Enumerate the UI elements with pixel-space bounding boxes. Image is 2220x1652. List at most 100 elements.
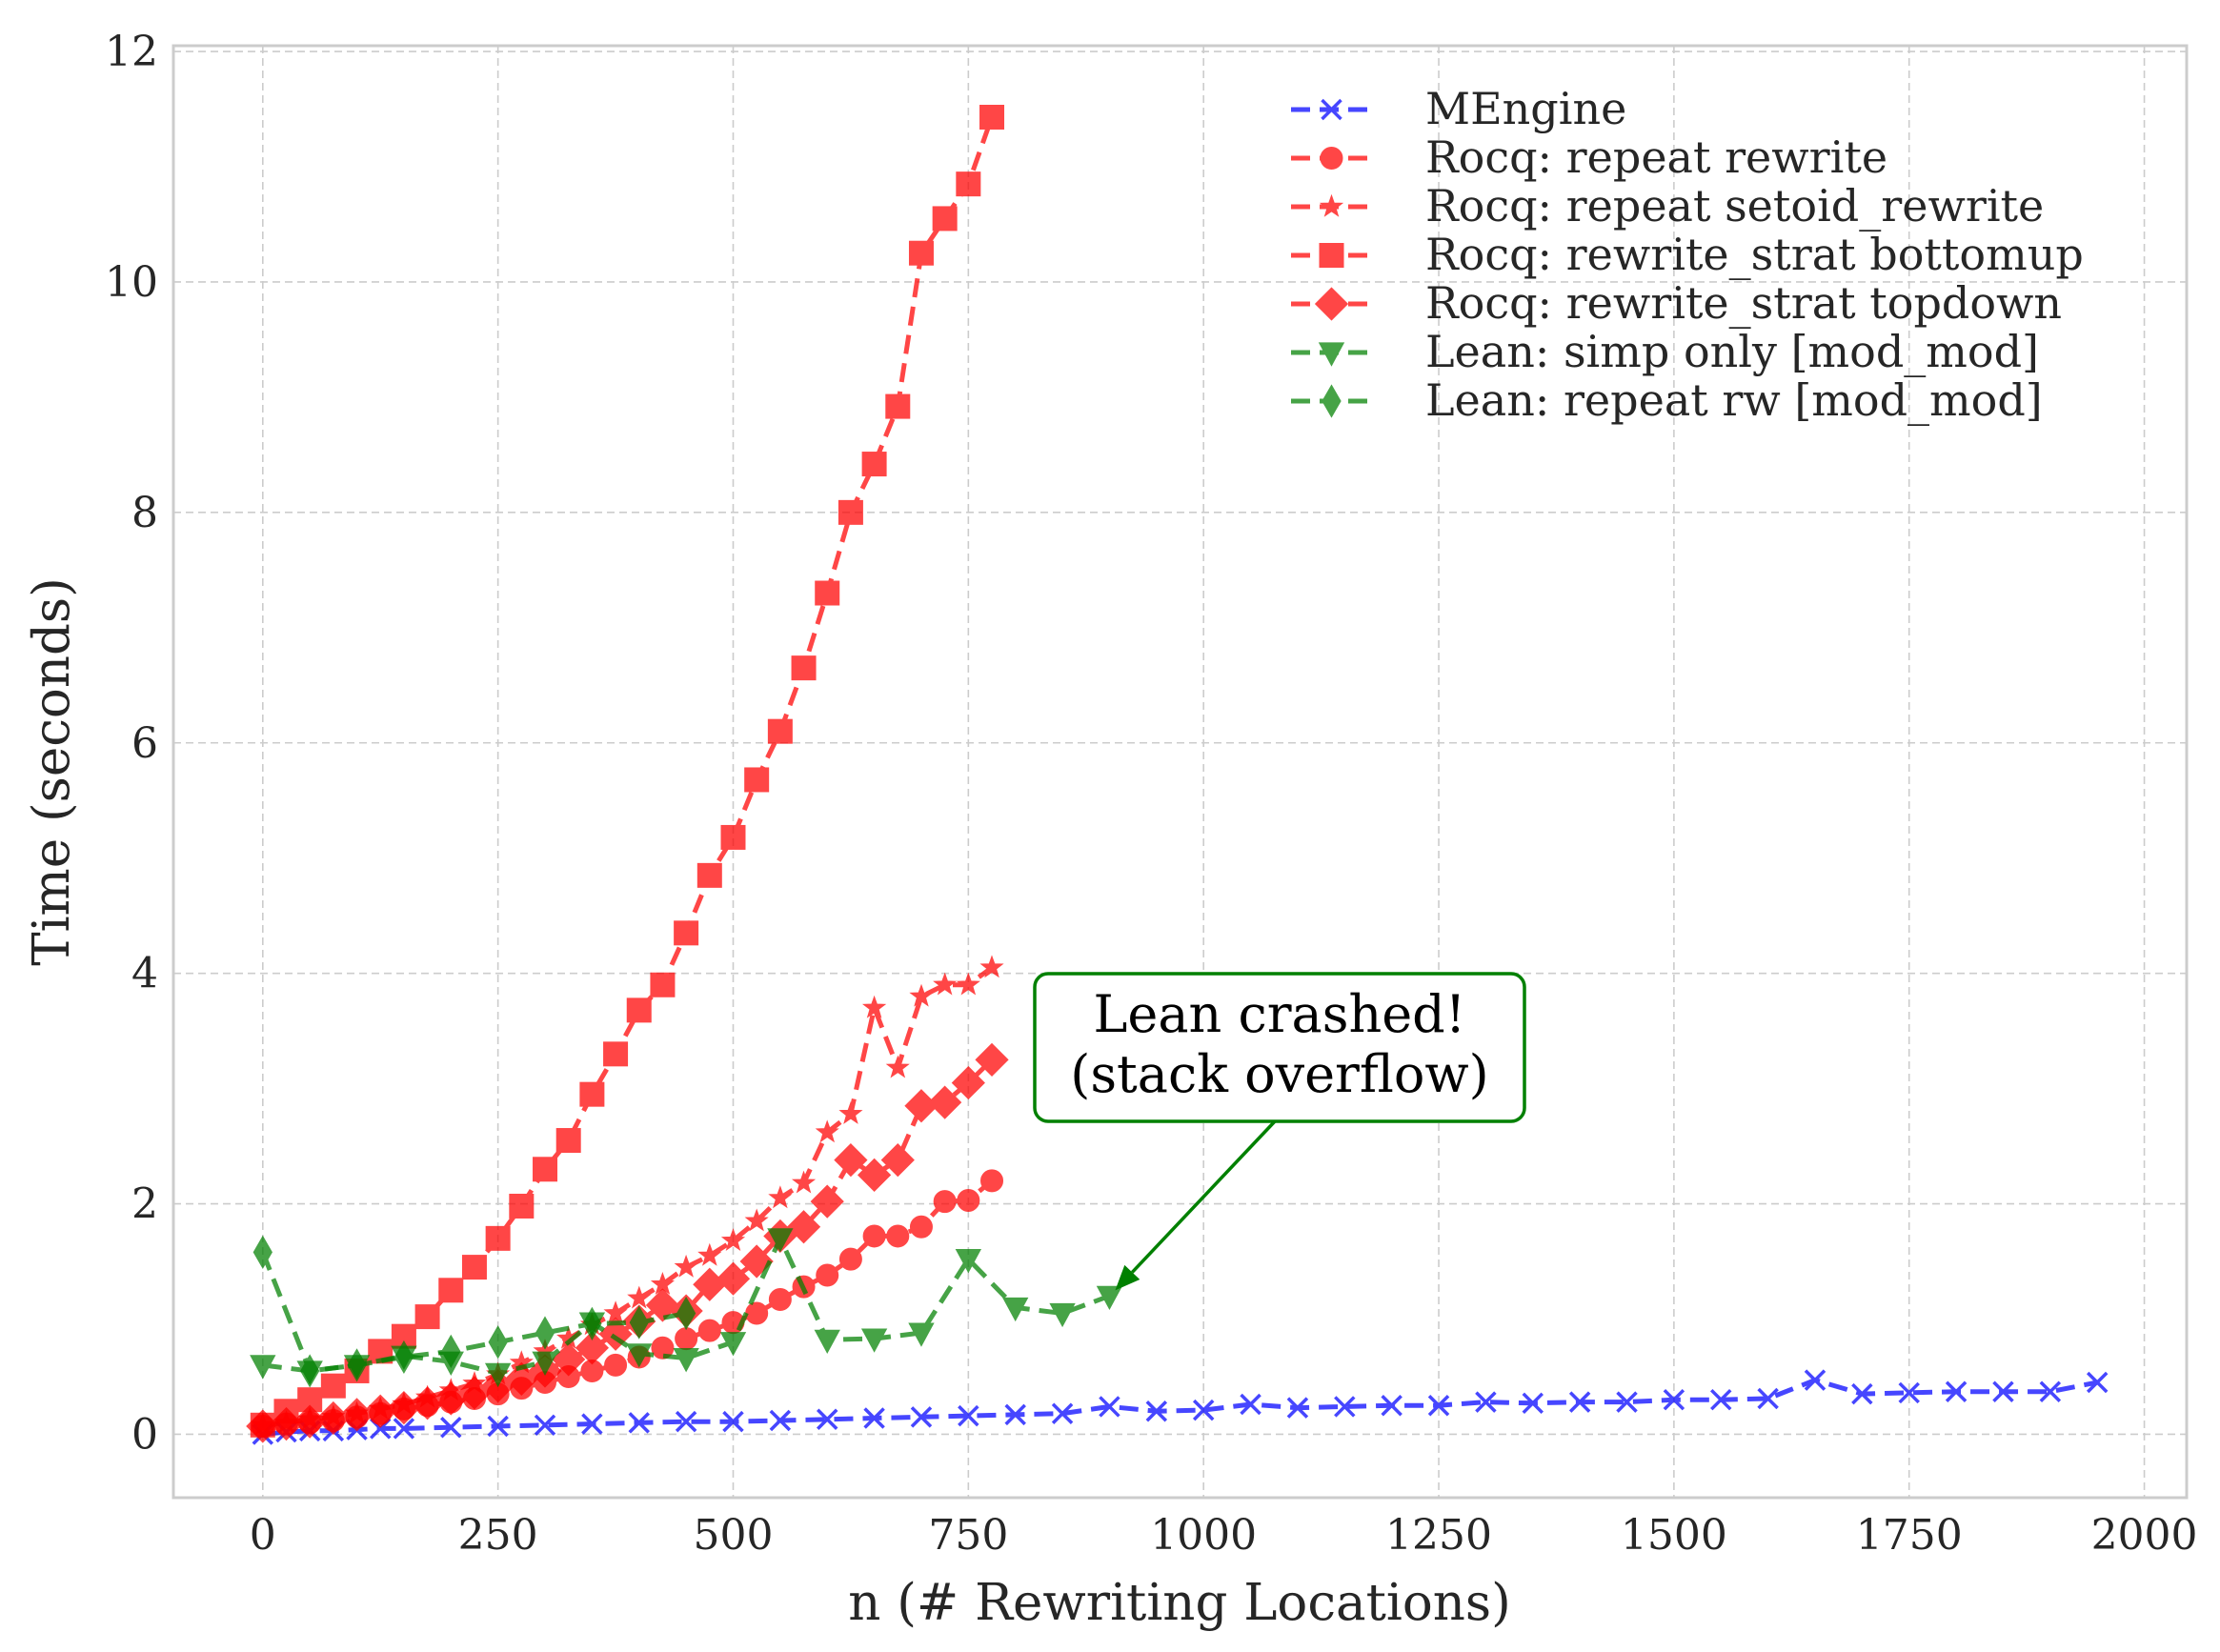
data-point — [1002, 1297, 1029, 1322]
y-tick-label: 2 — [131, 1180, 158, 1229]
data-point — [744, 1208, 769, 1232]
data-point — [1049, 1302, 1076, 1328]
data-point — [1992, 1380, 2014, 1402]
x-tick-label: 1000 — [1150, 1511, 1257, 1560]
data-point — [697, 1319, 721, 1342]
data-point — [957, 1188, 980, 1212]
data-point — [716, 1261, 751, 1296]
x-tick-label: 1750 — [1856, 1511, 1963, 1560]
data-point — [1757, 1387, 1779, 1410]
series-6 — [252, 1235, 696, 1388]
data-point — [300, 1354, 320, 1388]
legend-marker — [1321, 98, 1342, 121]
legend-handle — [1291, 243, 1372, 268]
legend-item: Rocq: rewrite_strat topdown — [1291, 277, 2062, 329]
crash-annotation: Lean crashed! (stack overflow) — [1033, 972, 1526, 1291]
legend-label: Lean: repeat rw [mod_mod] — [1425, 374, 2043, 426]
legend-marker — [1314, 287, 1349, 321]
data-point — [1804, 1369, 1826, 1391]
data-point — [1381, 1395, 1403, 1417]
data-point — [1004, 1403, 1026, 1426]
data-point — [1192, 1399, 1215, 1421]
legend-item: MEngine — [1291, 83, 1626, 134]
data-point — [791, 1170, 817, 1194]
data-point — [628, 1412, 650, 1434]
x-tick-label: 250 — [458, 1511, 538, 1560]
data-point — [956, 171, 981, 197]
data-point — [769, 1409, 792, 1432]
legend-label: Lean: simp only [mod_mod] — [1425, 326, 2039, 377]
data-point — [696, 862, 722, 888]
data-point — [650, 972, 676, 997]
data-point — [697, 1242, 722, 1266]
data-point — [910, 1406, 933, 1428]
axis-ticks: 0 250 500 750 1000 1250 1500 1750 2000 0 2 4 6 8 10 12 — [105, 28, 2198, 1560]
data-point — [722, 1410, 744, 1433]
data-point — [1240, 1393, 1261, 1416]
data-point — [645, 1288, 680, 1322]
data-point — [1096, 1285, 1123, 1311]
data-point — [745, 1301, 769, 1325]
data-point — [626, 1343, 653, 1368]
data-point — [1334, 1396, 1356, 1418]
data-point — [626, 997, 652, 1023]
grid — [173, 46, 2187, 1498]
legend-label: Rocq: rewrite_strat topdown — [1425, 277, 2062, 329]
data-point — [861, 995, 887, 1018]
plot-frame — [172, 44, 2189, 1500]
y-tick-label: 10 — [105, 258, 158, 307]
series-line — [260, 1251, 687, 1374]
data-point — [2086, 1371, 2109, 1394]
legend-marker — [1319, 193, 1344, 217]
legend-label: Rocq: rewrite_strat bottomup — [1425, 229, 2084, 280]
legend-item: Lean: repeat rw [mod_mod] — [1291, 374, 2043, 426]
x-tick-label: 750 — [928, 1511, 1008, 1560]
legend-handle — [1291, 342, 1372, 367]
data-point — [673, 1348, 699, 1373]
legend-marker — [1322, 384, 1342, 418]
data-series — [246, 104, 2109, 1445]
data-point — [581, 1413, 603, 1435]
data-point — [2039, 1380, 2062, 1402]
data-point — [838, 499, 863, 525]
y-tick-label: 8 — [131, 489, 158, 537]
legend-handle — [1291, 193, 1372, 217]
legend-item: Lean: simp only [mod_mod] — [1291, 326, 2039, 377]
legend-label: Rocq: repeat rewrite — [1425, 131, 1887, 183]
data-point — [1475, 1391, 1497, 1413]
data-point — [909, 1215, 933, 1239]
data-point — [414, 1304, 440, 1330]
annotation-text-line2: (stack overflow) — [1070, 1044, 1488, 1104]
legend-handle — [1291, 287, 1372, 321]
legend-handle — [1291, 98, 1372, 121]
data-point — [744, 767, 770, 793]
x-tick-label: 500 — [694, 1511, 774, 1560]
data-point — [838, 1247, 862, 1271]
data-point — [951, 1065, 985, 1100]
data-point — [629, 1305, 649, 1340]
x-tick-label: 1500 — [1621, 1511, 1727, 1560]
data-point — [768, 1287, 792, 1311]
data-point — [816, 1263, 839, 1287]
series-4 — [246, 1042, 1009, 1443]
data-point — [860, 1328, 888, 1353]
data-point — [250, 1355, 276, 1380]
data-point — [908, 240, 934, 266]
data-point — [1427, 1395, 1450, 1417]
data-point — [1099, 1396, 1120, 1418]
data-point — [676, 1296, 696, 1331]
annotation-arrowhead — [1115, 1264, 1140, 1291]
y-tick-label: 4 — [131, 950, 158, 998]
data-point — [791, 655, 817, 681]
data-point — [532, 1351, 558, 1376]
data-point — [979, 955, 1004, 978]
data-point — [675, 1327, 698, 1351]
y-axis-label: Time (seconds) — [23, 577, 81, 966]
data-point — [575, 1331, 609, 1365]
y-tick-label: 6 — [131, 719, 158, 768]
legend-handle — [1291, 384, 1372, 418]
data-point — [582, 1306, 602, 1340]
legend-item: Rocq: repeat rewrite — [1291, 131, 1887, 183]
data-point — [786, 1210, 821, 1244]
